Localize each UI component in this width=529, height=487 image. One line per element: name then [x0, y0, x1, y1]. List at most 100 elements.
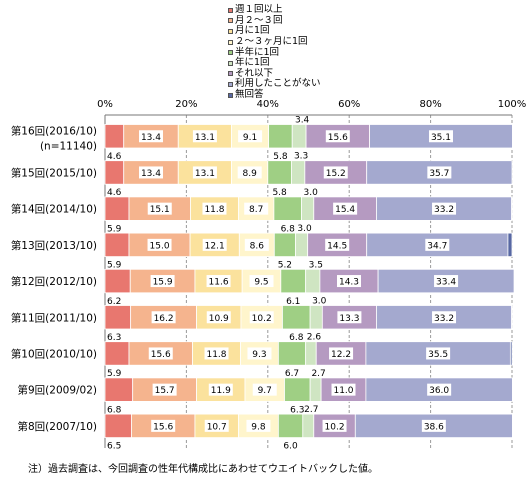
legend-swatch	[228, 81, 233, 87]
data-label-box	[204, 419, 229, 432]
data-label: 6.8	[107, 405, 122, 415]
legend-item: 月に1回	[228, 26, 321, 37]
data-label: 5.9	[107, 369, 122, 379]
x-tick-label: 20%	[175, 99, 197, 110]
data-label-box	[192, 130, 217, 143]
data-label: 5.8	[272, 188, 287, 198]
legend-label: 半年に1回	[235, 46, 280, 58]
data-label: 6.7	[285, 369, 299, 379]
data-label: 3.0	[297, 224, 312, 234]
legend-swatch	[228, 28, 233, 34]
bar-segment	[301, 196, 315, 221]
data-label-box	[337, 311, 362, 324]
legend-label: 月２～３回	[235, 14, 283, 26]
bar-segment	[104, 413, 132, 439]
data-label-box	[428, 130, 453, 143]
data-label-box	[247, 347, 272, 360]
data-label: 16.2	[154, 314, 174, 324]
bar-segment	[267, 160, 292, 185]
data-label: 10.2	[325, 422, 345, 432]
data-label-box	[421, 419, 446, 432]
data-label: 35.7	[429, 169, 449, 179]
bar-segment	[291, 160, 306, 185]
data-label-box	[206, 275, 231, 288]
data-label-box	[322, 419, 347, 432]
bar-segment	[277, 413, 304, 439]
data-label: 36.0	[429, 386, 449, 396]
data-label: 13.1	[195, 133, 215, 143]
data-label-box	[432, 202, 457, 215]
data-label: 6.5	[107, 442, 121, 452]
data-label-box	[148, 347, 173, 360]
data-label: 11.8	[204, 205, 224, 215]
data-label: 8.7	[249, 205, 263, 215]
bar-segment	[509, 341, 513, 366]
data-label: 15.9	[153, 278, 173, 288]
row-label: 第13回(2013/10)	[11, 239, 97, 252]
data-label: 2.6	[307, 333, 322, 343]
bar-segment	[302, 413, 315, 439]
legend-item: ２～３ヶ月に1回	[228, 37, 321, 48]
legend-item: 半年に1回	[228, 47, 321, 58]
data-label: 14.3	[339, 278, 359, 288]
data-label: 9.8	[251, 422, 266, 432]
data-label: 6.8	[289, 333, 304, 343]
data-label-box	[206, 311, 231, 324]
data-label: 15.7	[155, 386, 175, 396]
bar-segment	[273, 196, 302, 221]
legend-swatch	[228, 18, 233, 24]
data-label: 10.7	[207, 422, 227, 432]
bar-segment	[268, 124, 293, 149]
legend-item: 週１回以上	[228, 5, 321, 16]
data-label: 14.5	[327, 241, 347, 251]
data-label: 35.1	[431, 133, 451, 143]
data-label-box	[246, 419, 271, 432]
data-label: 2.7	[311, 369, 325, 379]
x-tick-label: 40%	[257, 99, 279, 110]
data-label: 8.9	[243, 169, 258, 179]
bar-segment	[282, 305, 311, 330]
bar-segment	[104, 377, 134, 402]
data-label: 2.7	[304, 405, 318, 415]
data-label: 4.6	[107, 188, 122, 198]
bar-segment	[273, 232, 296, 258]
data-label: 13.1	[195, 169, 215, 179]
data-label-box	[323, 166, 348, 179]
data-label-box	[432, 311, 457, 324]
row-label: 第9回(2009/02)	[18, 384, 98, 397]
data-label: 6.3	[107, 333, 121, 343]
data-label-box	[202, 202, 227, 215]
data-label: 12.2	[331, 350, 351, 360]
bar-segment	[104, 341, 130, 366]
bar-segment	[280, 268, 307, 294]
bar-segment	[507, 232, 513, 258]
bar-segment	[291, 124, 307, 149]
data-label: 6.1	[286, 297, 300, 307]
data-label-box	[325, 130, 350, 143]
bar-segment	[295, 232, 309, 258]
data-label: 11.8	[206, 350, 226, 360]
data-label-box	[426, 347, 451, 360]
legend-item: 年に1回	[228, 58, 321, 69]
data-label: 3.3	[294, 152, 308, 162]
data-label: 15.1	[150, 205, 170, 215]
legend-swatch	[228, 92, 233, 98]
data-label-box	[204, 347, 229, 360]
legend-label: 利用したことがない	[235, 78, 321, 90]
data-label: 11.6	[209, 278, 229, 288]
legend-label: 年に1回	[235, 57, 270, 69]
data-label: 15.4	[335, 205, 355, 215]
legend-swatch	[228, 50, 233, 56]
row-label: 第12回(2012/10)	[11, 275, 97, 288]
bar-segment	[309, 377, 322, 402]
legend-item: それ以下	[228, 68, 321, 80]
data-label: 12.1	[205, 241, 225, 251]
data-label: 5.9	[107, 224, 122, 234]
row-label: 第14回(2014/10)	[11, 203, 97, 216]
data-label-box	[138, 130, 163, 143]
data-label: 10.2	[252, 314, 272, 324]
data-label-box	[147, 238, 172, 251]
bar-segment	[305, 341, 317, 366]
data-label-box	[427, 166, 452, 179]
bar-segment	[309, 305, 323, 330]
